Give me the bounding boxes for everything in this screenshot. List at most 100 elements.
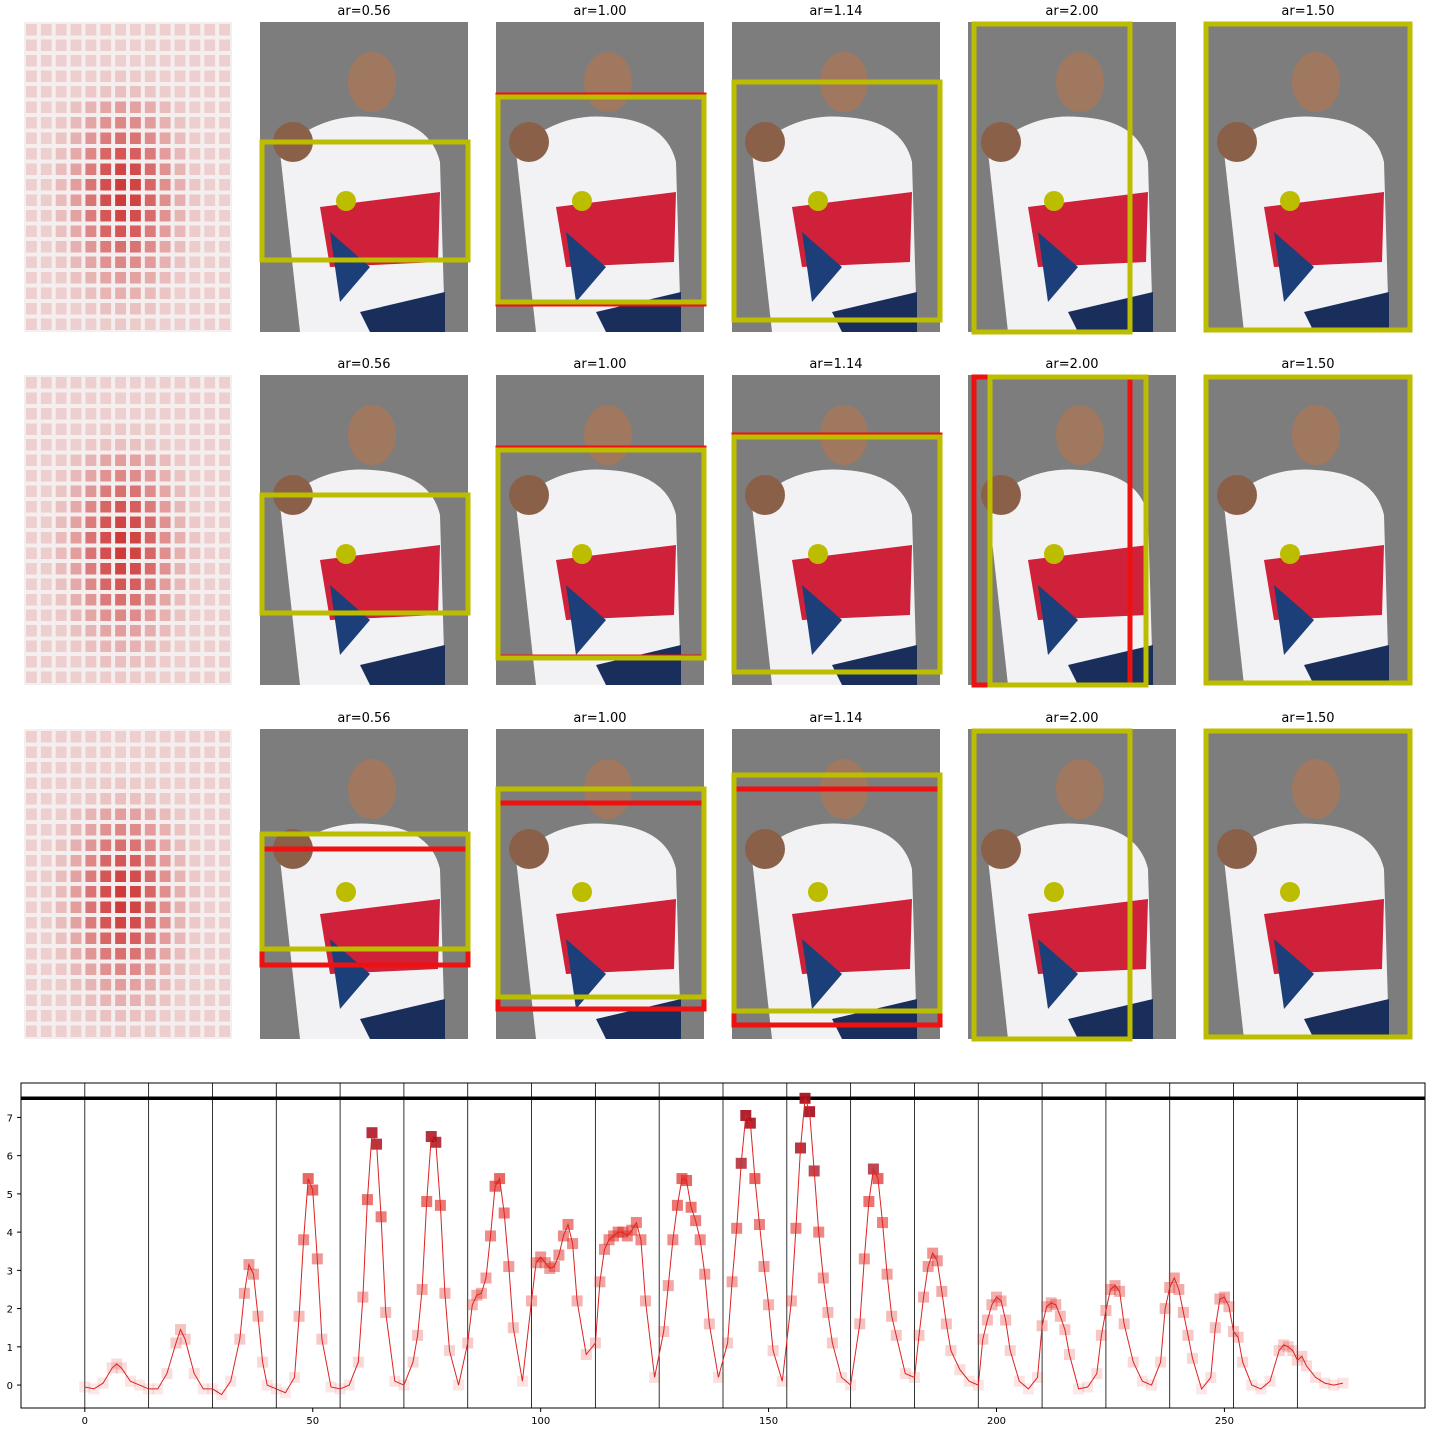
heatmap-cell bbox=[40, 855, 52, 867]
heatmap-cell bbox=[40, 994, 52, 1006]
heatmap-cell bbox=[189, 656, 201, 668]
heatmap-cell bbox=[189, 547, 201, 559]
heatmap-cell bbox=[55, 148, 67, 160]
heatmap-cell bbox=[159, 839, 171, 851]
heatmap-cell bbox=[70, 746, 82, 758]
heatmap-cell bbox=[26, 485, 37, 497]
heatmap-cell bbox=[130, 1025, 141, 1037]
heatmap-cell bbox=[115, 994, 126, 1006]
heatmap-cell bbox=[40, 731, 52, 743]
heatmap-cell bbox=[159, 563, 171, 575]
heatmap-cell bbox=[100, 318, 112, 330]
heatmap-cell bbox=[130, 485, 141, 497]
heatmap-cell bbox=[144, 793, 156, 805]
heatmap-cell bbox=[219, 86, 230, 98]
heatmap-cell bbox=[40, 777, 52, 789]
photo-panel: ar=2.00 bbox=[968, 4, 1176, 335]
heatmap-cell bbox=[144, 256, 156, 268]
heatmap-cell bbox=[26, 318, 37, 330]
heatmap-cell bbox=[70, 501, 82, 513]
heatmap-cell bbox=[115, 132, 126, 144]
panel-title: ar=1.00 bbox=[573, 357, 627, 372]
center-dot bbox=[336, 191, 356, 211]
heatmap-cell bbox=[115, 578, 126, 590]
heatmap-cell bbox=[26, 609, 37, 621]
panel-title: ar=1.14 bbox=[809, 711, 863, 726]
heatmap-cell bbox=[174, 979, 186, 991]
heatmap-cell bbox=[219, 501, 230, 513]
heatmap-cell bbox=[55, 625, 67, 637]
head-shape bbox=[1292, 759, 1340, 819]
heatmap-cell bbox=[70, 55, 82, 67]
photo-panel: ar=2.00 bbox=[968, 711, 1176, 1042]
heatmap-cell bbox=[174, 24, 186, 36]
heatmap-svg bbox=[24, 375, 232, 685]
heatmap-cell bbox=[204, 516, 216, 528]
heatmap-cell bbox=[130, 948, 141, 960]
panel-title: ar=1.14 bbox=[809, 4, 863, 19]
heatmap-cell bbox=[55, 501, 67, 513]
heatmap-cell bbox=[55, 132, 67, 144]
heatmap-cell bbox=[204, 501, 216, 513]
heatmap-cell bbox=[189, 163, 201, 175]
heatmap-cell bbox=[159, 1010, 171, 1022]
heatmap-cell bbox=[174, 132, 186, 144]
heatmap-cell bbox=[100, 501, 112, 513]
heatmap-cell bbox=[144, 594, 156, 606]
heatmap-cell bbox=[159, 1025, 171, 1037]
heatmap-cell bbox=[70, 86, 82, 98]
heatmap-cell bbox=[189, 454, 201, 466]
heatmap-cell bbox=[85, 793, 97, 805]
heatmap-cell bbox=[26, 870, 37, 882]
heatmap-cell bbox=[189, 640, 201, 652]
heatmap-cell bbox=[189, 86, 201, 98]
heatmap-cell bbox=[70, 594, 82, 606]
heatmap-cell bbox=[130, 377, 141, 389]
heatmap-cell bbox=[70, 886, 82, 898]
heatmap-cell bbox=[70, 870, 82, 882]
heatmap-cell bbox=[130, 855, 141, 867]
heatmap-cell bbox=[70, 793, 82, 805]
heatmap-cell bbox=[219, 454, 230, 466]
heatmap-cell bbox=[100, 454, 112, 466]
heatmap-cell bbox=[159, 163, 171, 175]
heatmap-cell bbox=[55, 656, 67, 668]
heatmap-cell bbox=[144, 148, 156, 160]
heatmap-cell bbox=[100, 640, 112, 652]
heatmap-cell bbox=[115, 1010, 126, 1022]
heatmap-cell bbox=[219, 117, 230, 129]
heatmap-cell bbox=[204, 210, 216, 222]
heatmap-cell bbox=[40, 39, 52, 51]
x-tick-label: 50 bbox=[306, 1416, 319, 1427]
photo-svg bbox=[259, 22, 471, 332]
heatmap-cell bbox=[130, 470, 141, 482]
heatmap-cell bbox=[100, 408, 112, 420]
photo-svg bbox=[1203, 374, 1413, 686]
heatmap-cell bbox=[144, 163, 156, 175]
heatmap-cell bbox=[174, 609, 186, 621]
heatmap-cell bbox=[40, 70, 52, 82]
center-dot bbox=[1044, 882, 1064, 902]
heatmap-cell bbox=[55, 225, 67, 237]
crop-box-yellow bbox=[495, 786, 707, 1000]
heatmap-cell bbox=[40, 948, 52, 960]
heatmap-cell bbox=[70, 470, 82, 482]
heatmap-cell bbox=[40, 932, 52, 944]
heatmap-cell bbox=[189, 55, 201, 67]
heatmap-cell bbox=[174, 1025, 186, 1037]
crop-box-yellow bbox=[1203, 374, 1413, 686]
head-shape bbox=[1056, 52, 1104, 112]
heatmap-cell bbox=[219, 210, 230, 222]
heatmap-cell bbox=[219, 194, 230, 206]
heatmap-cell bbox=[26, 303, 37, 315]
heatmap-cell bbox=[219, 439, 230, 451]
heatmap-cell bbox=[70, 408, 82, 420]
heatmap-cell bbox=[40, 793, 52, 805]
heatmap-cell bbox=[130, 625, 141, 637]
panel-title: ar=2.00 bbox=[1045, 357, 1099, 372]
heatmap-cell bbox=[204, 824, 216, 836]
heatmap-cell bbox=[204, 731, 216, 743]
heatmap-cell bbox=[130, 101, 141, 113]
fist-shape bbox=[981, 122, 1021, 162]
heatmap-cell bbox=[115, 656, 126, 668]
